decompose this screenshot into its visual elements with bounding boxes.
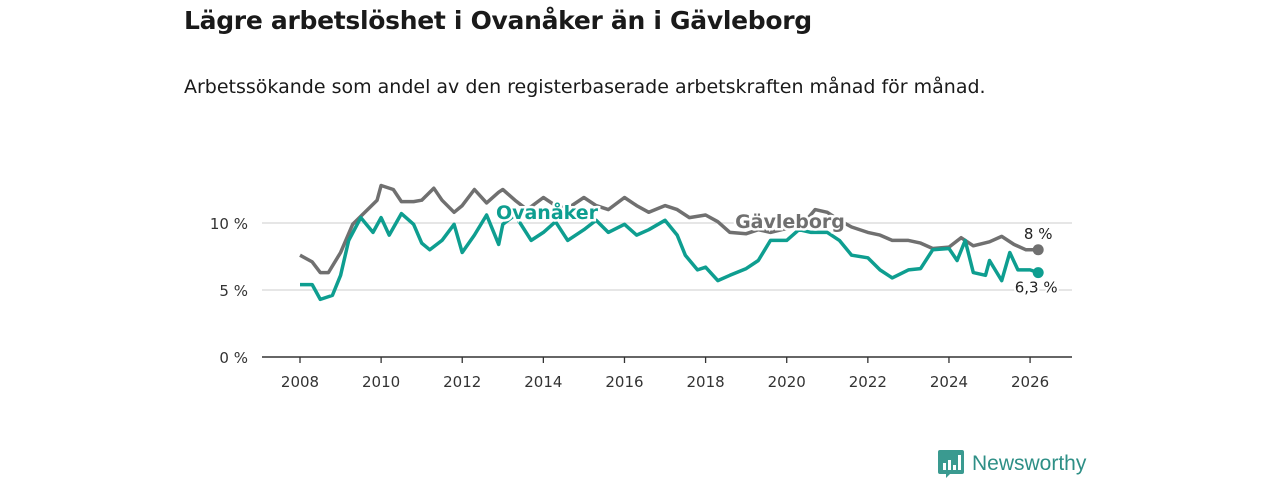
x-tick-label: 2014 (524, 373, 562, 391)
x-tick-label: 2018 (687, 373, 725, 391)
series-line-ovanåker (300, 211, 1039, 302)
series-line-gävleborg (299, 183, 1039, 275)
y-tick-label: 10 % (210, 215, 248, 233)
x-tick-label: 2010 (362, 373, 400, 391)
x-tick-label: 2008 (281, 373, 319, 391)
y-tick-label: 0 % (219, 349, 248, 367)
series-label-gavleborg: Gävleborg (735, 211, 845, 233)
x-tick-label: 2012 (443, 373, 481, 391)
end-point-marker (1032, 267, 1044, 279)
x-tick-label: 2026 (1011, 373, 1049, 391)
end-value-label: 8 % (1024, 225, 1053, 243)
chart-subtitle: Arbetssökande som andel av den registerb… (184, 76, 986, 98)
x-tick-label: 2016 (605, 373, 643, 391)
x-tick-label: 2022 (849, 373, 887, 391)
chart-title: Lägre arbetslöshet i Ovanåker än i Gävle… (184, 6, 812, 35)
newsworthy-logo: Newsworthy (938, 450, 1086, 478)
x-tick-label: 2024 (930, 373, 968, 391)
y-tick-label: 5 % (219, 282, 248, 300)
series-label-ovanaker: Ovanåker (496, 200, 599, 224)
x-tick-label: 2020 (768, 373, 806, 391)
end-point-marker (1032, 244, 1044, 256)
brand-name: Newsworthy (972, 452, 1087, 475)
bar-chart-speech-bubble-icon (938, 450, 964, 478)
end-value-label: 6,3 % (1015, 279, 1058, 297)
